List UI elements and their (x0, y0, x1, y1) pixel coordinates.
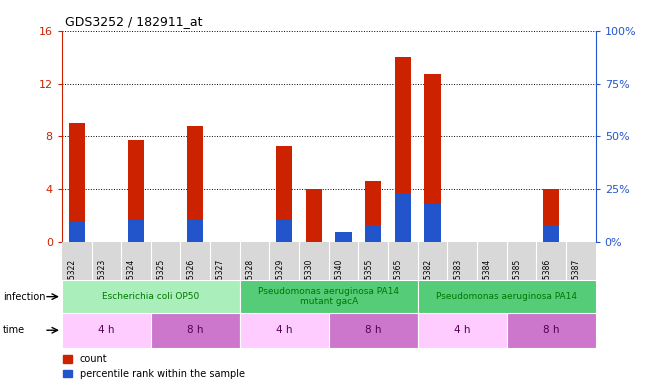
Text: Pseudomonas aeruginosa PA14: Pseudomonas aeruginosa PA14 (436, 292, 577, 301)
Text: infection: infection (3, 291, 46, 302)
Bar (395, 57, 411, 242)
Bar (151, 313, 240, 348)
Text: time: time (3, 325, 25, 335)
Text: 8 h: 8 h (187, 325, 204, 335)
Bar (128, 140, 144, 242)
Bar (187, 220, 204, 242)
Bar (329, 313, 418, 348)
Bar (62, 313, 151, 348)
Text: 4 h: 4 h (276, 325, 292, 335)
Text: 8 h: 8 h (543, 325, 559, 335)
Bar (62, 280, 240, 313)
Bar (128, 220, 144, 242)
Bar (543, 225, 559, 242)
Bar (240, 313, 329, 348)
Bar (506, 313, 596, 348)
Text: 4 h: 4 h (98, 325, 115, 335)
Bar (187, 126, 204, 242)
Bar (276, 220, 292, 242)
Bar (424, 74, 441, 242)
Bar (276, 146, 292, 242)
Bar (306, 189, 322, 242)
Bar (418, 313, 506, 348)
Bar (418, 280, 596, 313)
Text: Escherichia coli OP50: Escherichia coli OP50 (102, 292, 199, 301)
Bar (335, 237, 352, 242)
Bar (68, 123, 85, 242)
Text: Pseudomonas aeruginosa PA14
mutant gacA: Pseudomonas aeruginosa PA14 mutant gacA (258, 287, 399, 306)
Bar (395, 194, 411, 242)
Text: 4 h: 4 h (454, 325, 471, 335)
Bar (543, 189, 559, 242)
Bar (424, 204, 441, 242)
Text: GDS3252 / 182911_at: GDS3252 / 182911_at (65, 15, 202, 28)
Bar (365, 181, 381, 242)
Bar (365, 225, 381, 242)
Bar (240, 280, 418, 313)
Legend: count, percentile rank within the sample: count, percentile rank within the sample (63, 354, 245, 379)
Bar (335, 232, 352, 242)
Text: 8 h: 8 h (365, 325, 381, 335)
Bar (68, 222, 85, 242)
